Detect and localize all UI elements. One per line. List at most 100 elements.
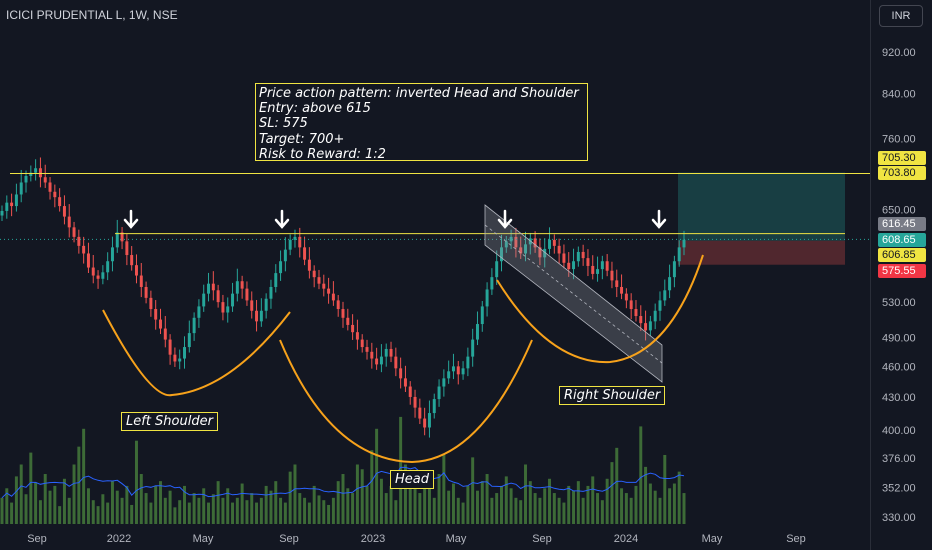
candle-body <box>207 283 211 294</box>
candle-body <box>365 347 369 352</box>
volume-bar <box>682 493 686 524</box>
candle-body <box>562 253 566 263</box>
volume-bar <box>216 481 220 524</box>
volume-bar <box>572 490 576 524</box>
candle-body <box>423 418 427 428</box>
candle-body <box>408 386 412 397</box>
y-tick-label: 530.00 <box>882 297 916 309</box>
price-axis-divider <box>870 0 871 550</box>
volume-bar <box>379 478 383 524</box>
price-badge-entry: 606.85 <box>878 248 926 262</box>
volume-bar <box>475 490 479 524</box>
volume-bar <box>668 488 672 524</box>
volume-bar <box>322 500 326 524</box>
candle-body <box>394 356 398 369</box>
candle-body <box>346 317 350 325</box>
candle-body <box>58 197 62 207</box>
candle-body <box>101 272 105 279</box>
candle-body <box>274 273 278 287</box>
candle-body <box>624 293 628 301</box>
volume-bar <box>10 502 14 524</box>
volume-bar <box>648 483 652 524</box>
volume-bar <box>524 464 527 524</box>
volume-bar <box>106 502 110 524</box>
price-badge-last: 608.65 <box>878 233 926 247</box>
volume-bar <box>125 485 129 524</box>
candle-body <box>495 261 499 278</box>
candle-body <box>461 368 465 375</box>
volume-bar <box>610 462 614 524</box>
left-shoulder-label: Left Shoulder <box>121 412 218 431</box>
volume-bar <box>120 497 124 524</box>
candle-body <box>668 277 672 291</box>
volume-bar <box>351 493 355 524</box>
candle-body <box>384 348 388 357</box>
volume-bar <box>500 485 503 524</box>
volume-bar <box>307 502 311 524</box>
volume-bar <box>317 495 321 524</box>
candle-body <box>336 300 340 310</box>
volume-bar <box>591 476 595 524</box>
candle-body <box>471 339 475 357</box>
volume-bar <box>159 481 162 524</box>
candle-body <box>197 306 201 318</box>
y-tick-label: 650.00 <box>882 205 916 217</box>
volume-bar <box>240 483 244 524</box>
volume-bar <box>38 500 42 524</box>
candle-body <box>288 239 292 250</box>
candle-body <box>91 267 95 276</box>
volume-bar <box>360 469 364 524</box>
volume-bar <box>620 488 624 524</box>
volume-bar <box>115 490 119 524</box>
candle-body <box>48 182 52 192</box>
candle-body <box>259 310 263 322</box>
y-tick-label: 920.00 <box>882 47 916 59</box>
candle-body <box>355 332 359 340</box>
volume-bar <box>418 493 422 524</box>
currency-button[interactable]: INR <box>879 5 923 27</box>
volume-bar <box>96 506 100 524</box>
volume-bar <box>149 502 153 524</box>
candle-body <box>327 288 331 294</box>
volume-bar <box>355 464 359 524</box>
candle-body <box>437 386 441 400</box>
volume-bar <box>413 474 417 524</box>
y-tick-label: 460.00 <box>882 361 916 373</box>
volume-bar <box>365 485 369 524</box>
price-badge-neckline: 616.45 <box>878 217 926 231</box>
price-badge-target: 705.30 <box>878 151 926 165</box>
volume-bar <box>86 488 90 524</box>
down-arrow-icon <box>651 209 667 229</box>
volume-bar <box>163 497 167 524</box>
candle-body <box>629 300 633 310</box>
volume-bar <box>293 464 297 524</box>
candle-body <box>427 413 431 428</box>
volume-bar <box>672 483 676 524</box>
volume-bar <box>548 478 552 524</box>
candle-body <box>576 251 580 262</box>
candle-body <box>572 261 576 270</box>
candle-body <box>307 259 311 271</box>
candle-body <box>183 347 186 359</box>
volume-bar <box>394 500 398 524</box>
volume-bar <box>543 488 547 524</box>
volume-bar <box>447 490 451 524</box>
volume-bar <box>101 494 105 524</box>
candle-body <box>10 202 14 207</box>
candle-body <box>403 378 407 387</box>
candle-body <box>524 244 527 254</box>
head-label: Head <box>390 470 434 489</box>
volume-bar <box>139 474 143 524</box>
candle-body <box>120 232 124 242</box>
volume-bar <box>48 490 52 524</box>
volume-bar <box>389 485 393 524</box>
volume-bar <box>312 485 316 524</box>
candle-body <box>322 283 326 289</box>
candle-body <box>240 281 244 289</box>
volume-bar <box>197 497 201 524</box>
candle-body <box>351 324 355 333</box>
candle-body <box>134 265 138 276</box>
candle-body <box>490 277 494 290</box>
candle-body <box>567 262 571 270</box>
